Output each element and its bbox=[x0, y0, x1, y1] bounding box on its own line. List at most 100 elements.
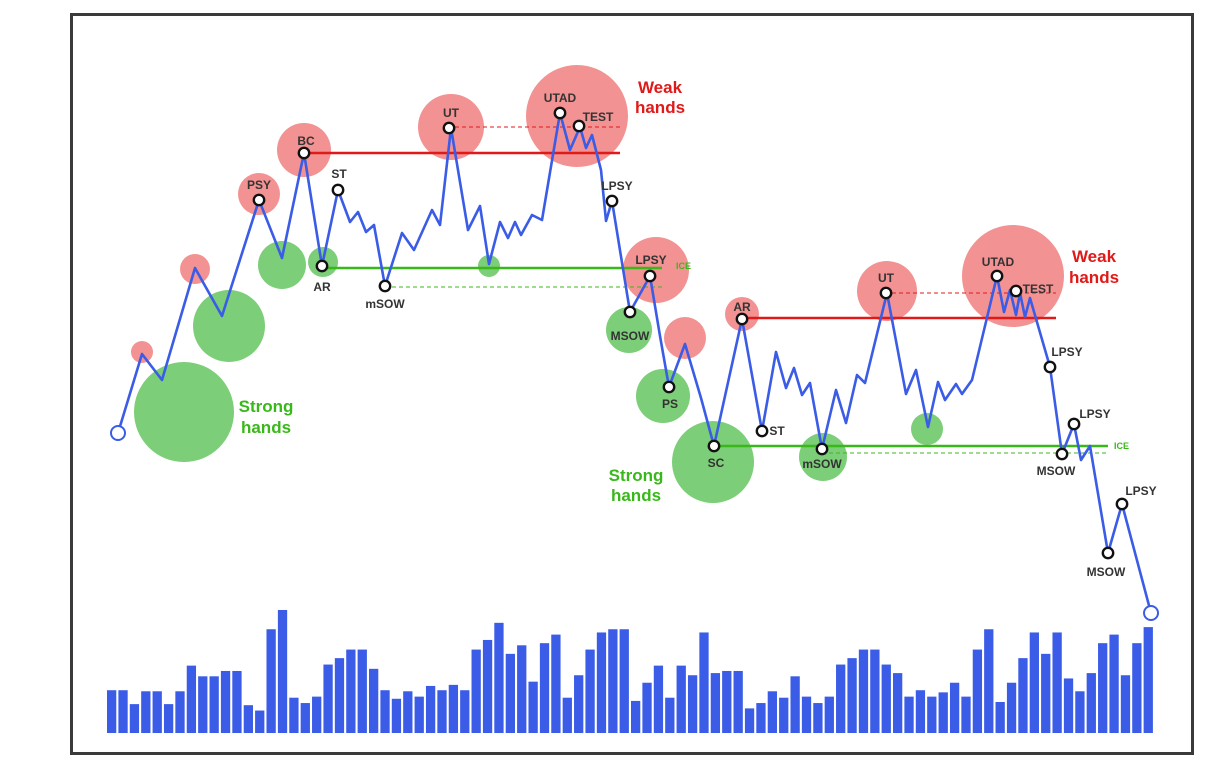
volume-bar-30 bbox=[448, 684, 459, 733]
volume-bar-28 bbox=[425, 685, 436, 733]
volume-bar-90 bbox=[1132, 643, 1142, 733]
volume-bar-80 bbox=[1018, 658, 1028, 733]
volume-bar-55 bbox=[733, 670, 743, 733]
hands-annotation-weak2-line-0: Weak bbox=[1072, 247, 1117, 266]
event-label-12: SC bbox=[708, 456, 725, 470]
volume-bar-6 bbox=[175, 691, 185, 733]
event-point-18 bbox=[1009, 284, 1023, 298]
event-label-2: ST bbox=[331, 167, 347, 181]
volume-bar-78 bbox=[995, 701, 1005, 733]
volume-bar-14 bbox=[266, 629, 276, 733]
volume-bar-88 bbox=[1109, 634, 1119, 733]
volume-bar-49 bbox=[665, 697, 675, 733]
volume-bar-86 bbox=[1086, 673, 1096, 733]
volume-bar-9 bbox=[209, 676, 219, 733]
volume-bar-61 bbox=[801, 696, 812, 733]
volume-bar-15 bbox=[277, 610, 288, 733]
volume-bar-67 bbox=[870, 649, 880, 733]
volume-bar-71 bbox=[915, 690, 926, 733]
ice-label-1: ICE bbox=[1114, 441, 1129, 451]
weak-zone-1 bbox=[131, 341, 153, 363]
volume-bar-70 bbox=[904, 696, 914, 733]
volume-bar-43 bbox=[596, 632, 607, 733]
event-label-8: LPSY bbox=[601, 179, 632, 193]
event-point-11 bbox=[662, 380, 676, 394]
event-point-14 bbox=[755, 424, 769, 438]
volume-bar-29 bbox=[437, 690, 447, 733]
level-lines bbox=[304, 126, 1108, 454]
volume-bar-85 bbox=[1075, 691, 1085, 733]
volume-bar-47 bbox=[642, 682, 652, 733]
event-point-4 bbox=[378, 279, 392, 293]
volume-bar-84 bbox=[1063, 678, 1074, 733]
volume-bar-21 bbox=[346, 649, 356, 733]
volume-bar-2 bbox=[129, 704, 140, 733]
event-label-18: TEST bbox=[1023, 282, 1054, 296]
volume-bar-56 bbox=[744, 708, 755, 733]
event-point-13 bbox=[735, 312, 749, 326]
volume-bar-57 bbox=[756, 703, 766, 733]
volume-bar-76 bbox=[972, 649, 983, 733]
event-point-22 bbox=[1115, 497, 1129, 511]
volume-bar-11 bbox=[232, 670, 242, 733]
volume-bar-4 bbox=[152, 691, 162, 733]
event-point-10 bbox=[623, 305, 637, 319]
volume-bar-34 bbox=[494, 622, 504, 733]
volume-bar-91 bbox=[1143, 627, 1153, 733]
volume-bar-58 bbox=[767, 691, 777, 733]
volume-bar-24 bbox=[380, 690, 390, 733]
event-label-10: MSOW bbox=[611, 329, 650, 343]
event-label-9: LPSY bbox=[635, 253, 666, 267]
event-label-6: UTAD bbox=[544, 91, 577, 105]
event-label-15: mSOW bbox=[802, 457, 842, 471]
price-end-marker bbox=[1143, 605, 1159, 621]
volume-bar-35 bbox=[505, 653, 515, 733]
ice-label-0: ICE bbox=[676, 261, 691, 271]
event-point-6 bbox=[553, 106, 567, 120]
volume-bar-73 bbox=[938, 692, 948, 733]
volume-bar-40 bbox=[562, 697, 572, 733]
volume-bar-5 bbox=[163, 704, 174, 733]
hands-annotation-weak1-line-0: Weak bbox=[638, 78, 683, 97]
volume-bar-64 bbox=[836, 664, 846, 733]
strong-zone-15 bbox=[672, 421, 754, 503]
volume-bar-37 bbox=[528, 681, 538, 733]
event-points bbox=[252, 106, 1129, 560]
volume-bar-22 bbox=[357, 649, 367, 733]
chart-frame bbox=[70, 13, 1194, 755]
volume-bar-39 bbox=[551, 634, 561, 733]
volume-bar-77 bbox=[984, 629, 994, 733]
volume-bar-75 bbox=[961, 696, 971, 733]
event-label-21: MSOW bbox=[1037, 464, 1076, 478]
volume-bar-25 bbox=[391, 698, 402, 733]
volume-bar-74 bbox=[949, 682, 960, 733]
weak-zone-18 bbox=[962, 225, 1064, 327]
volume-bar-32 bbox=[471, 649, 481, 733]
volume-bar-41 bbox=[574, 675, 584, 733]
hands-annotation-weak2-line-1: hands bbox=[1069, 268, 1119, 287]
event-label-11: PS bbox=[662, 397, 678, 411]
volume-bar-1 bbox=[118, 690, 128, 733]
event-point-2 bbox=[331, 183, 345, 197]
strong-zone-14 bbox=[636, 369, 690, 423]
event-point-9 bbox=[643, 269, 657, 283]
event-label-19: LPSY bbox=[1051, 345, 1082, 359]
volume-bar-52 bbox=[699, 632, 709, 733]
volume-bar-7 bbox=[186, 665, 197, 733]
strong-zone-0 bbox=[134, 362, 234, 462]
volume-bar-68 bbox=[881, 664, 891, 733]
volume-bar-27 bbox=[414, 696, 424, 733]
volume-bar-66 bbox=[858, 649, 869, 733]
volume-bar-69 bbox=[893, 673, 903, 733]
event-point-3 bbox=[315, 259, 329, 273]
volume-bar-62 bbox=[813, 703, 823, 733]
volume-bars bbox=[107, 610, 1153, 733]
volume-bar-50 bbox=[676, 665, 686, 733]
event-point-16 bbox=[879, 286, 893, 300]
event-label-0: PSY bbox=[247, 178, 271, 192]
event-point-19 bbox=[1043, 360, 1057, 374]
volume-bar-23 bbox=[369, 668, 379, 733]
event-point-1 bbox=[297, 146, 311, 160]
volume-bar-16 bbox=[289, 697, 299, 733]
